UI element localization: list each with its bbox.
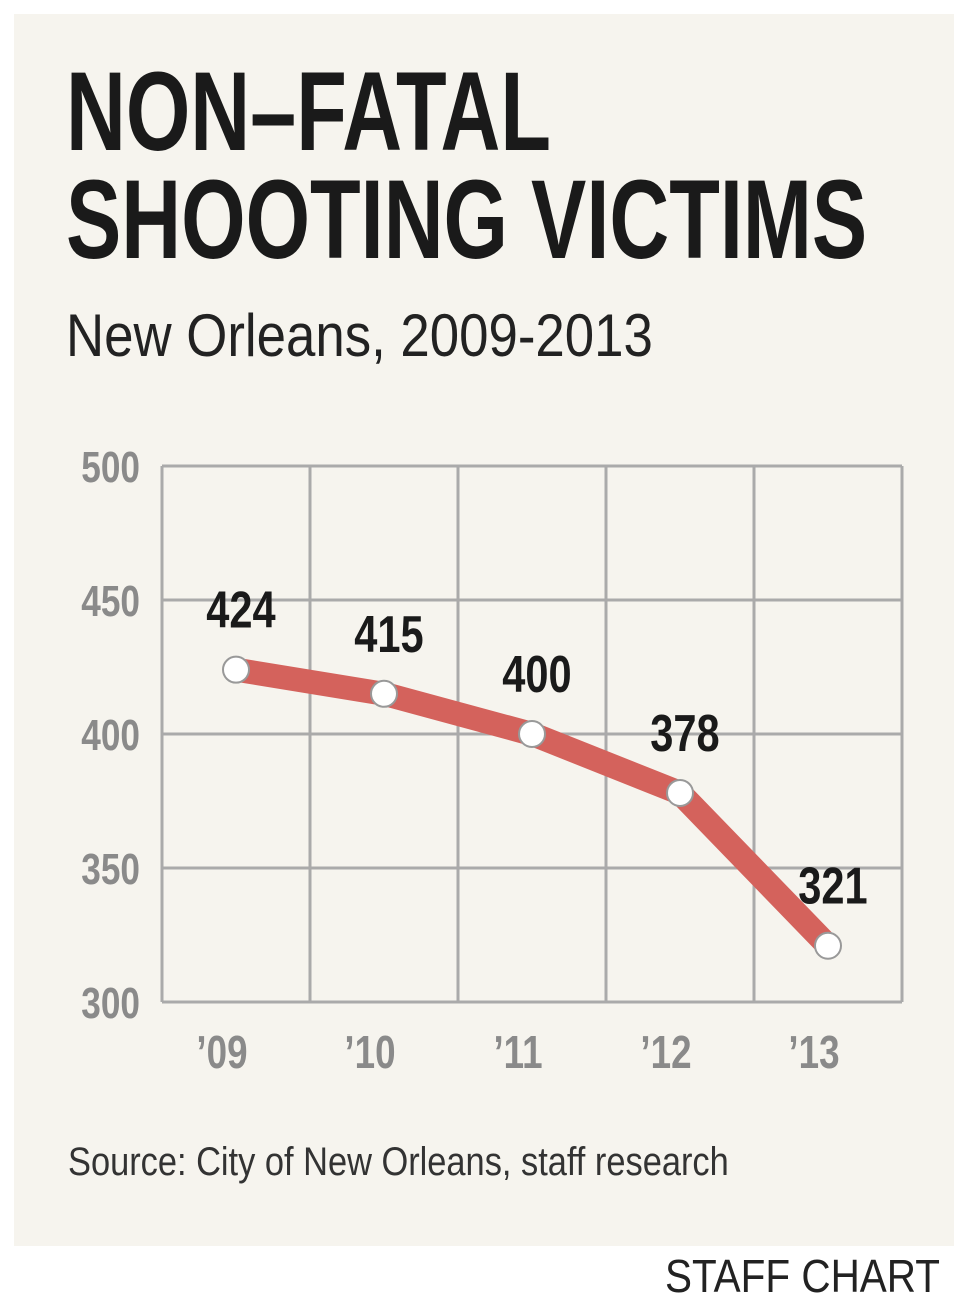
- data-point: [222, 655, 250, 684]
- source-note: Source: City of New Orleans, staff resea…: [68, 1139, 729, 1184]
- x-tick-label: ’13: [788, 1026, 839, 1078]
- chart-title: SHOOTING VICTIMS: [66, 157, 867, 282]
- data-point: [370, 679, 398, 708]
- chart-title: NON–FATAL: [66, 49, 551, 174]
- y-tick-label: 300: [81, 979, 140, 1028]
- chart-panel: [14, 14, 954, 1246]
- y-tick-label: 400: [81, 711, 140, 760]
- data-point: [666, 778, 694, 807]
- x-tick-label: ’10: [344, 1026, 395, 1078]
- y-tick-label: 350: [81, 845, 140, 894]
- data-point: [814, 931, 842, 960]
- data-label: 424: [206, 580, 275, 639]
- y-tick-label: 500: [81, 443, 140, 492]
- credit: STAFF CHART: [665, 1252, 940, 1303]
- x-tick-label: ’09: [196, 1026, 247, 1078]
- data-label: 400: [502, 645, 571, 704]
- x-tick-label: ’12: [640, 1026, 691, 1078]
- y-tick-label: 450: [81, 577, 140, 626]
- x-tick-label: ’11: [493, 1026, 542, 1078]
- data-point: [518, 720, 546, 748]
- chart-subtitle: New Orleans, 2009-2013: [66, 302, 653, 369]
- data-label: 378: [650, 703, 719, 762]
- data-label: 415: [354, 604, 423, 663]
- data-label: 321: [798, 856, 867, 915]
